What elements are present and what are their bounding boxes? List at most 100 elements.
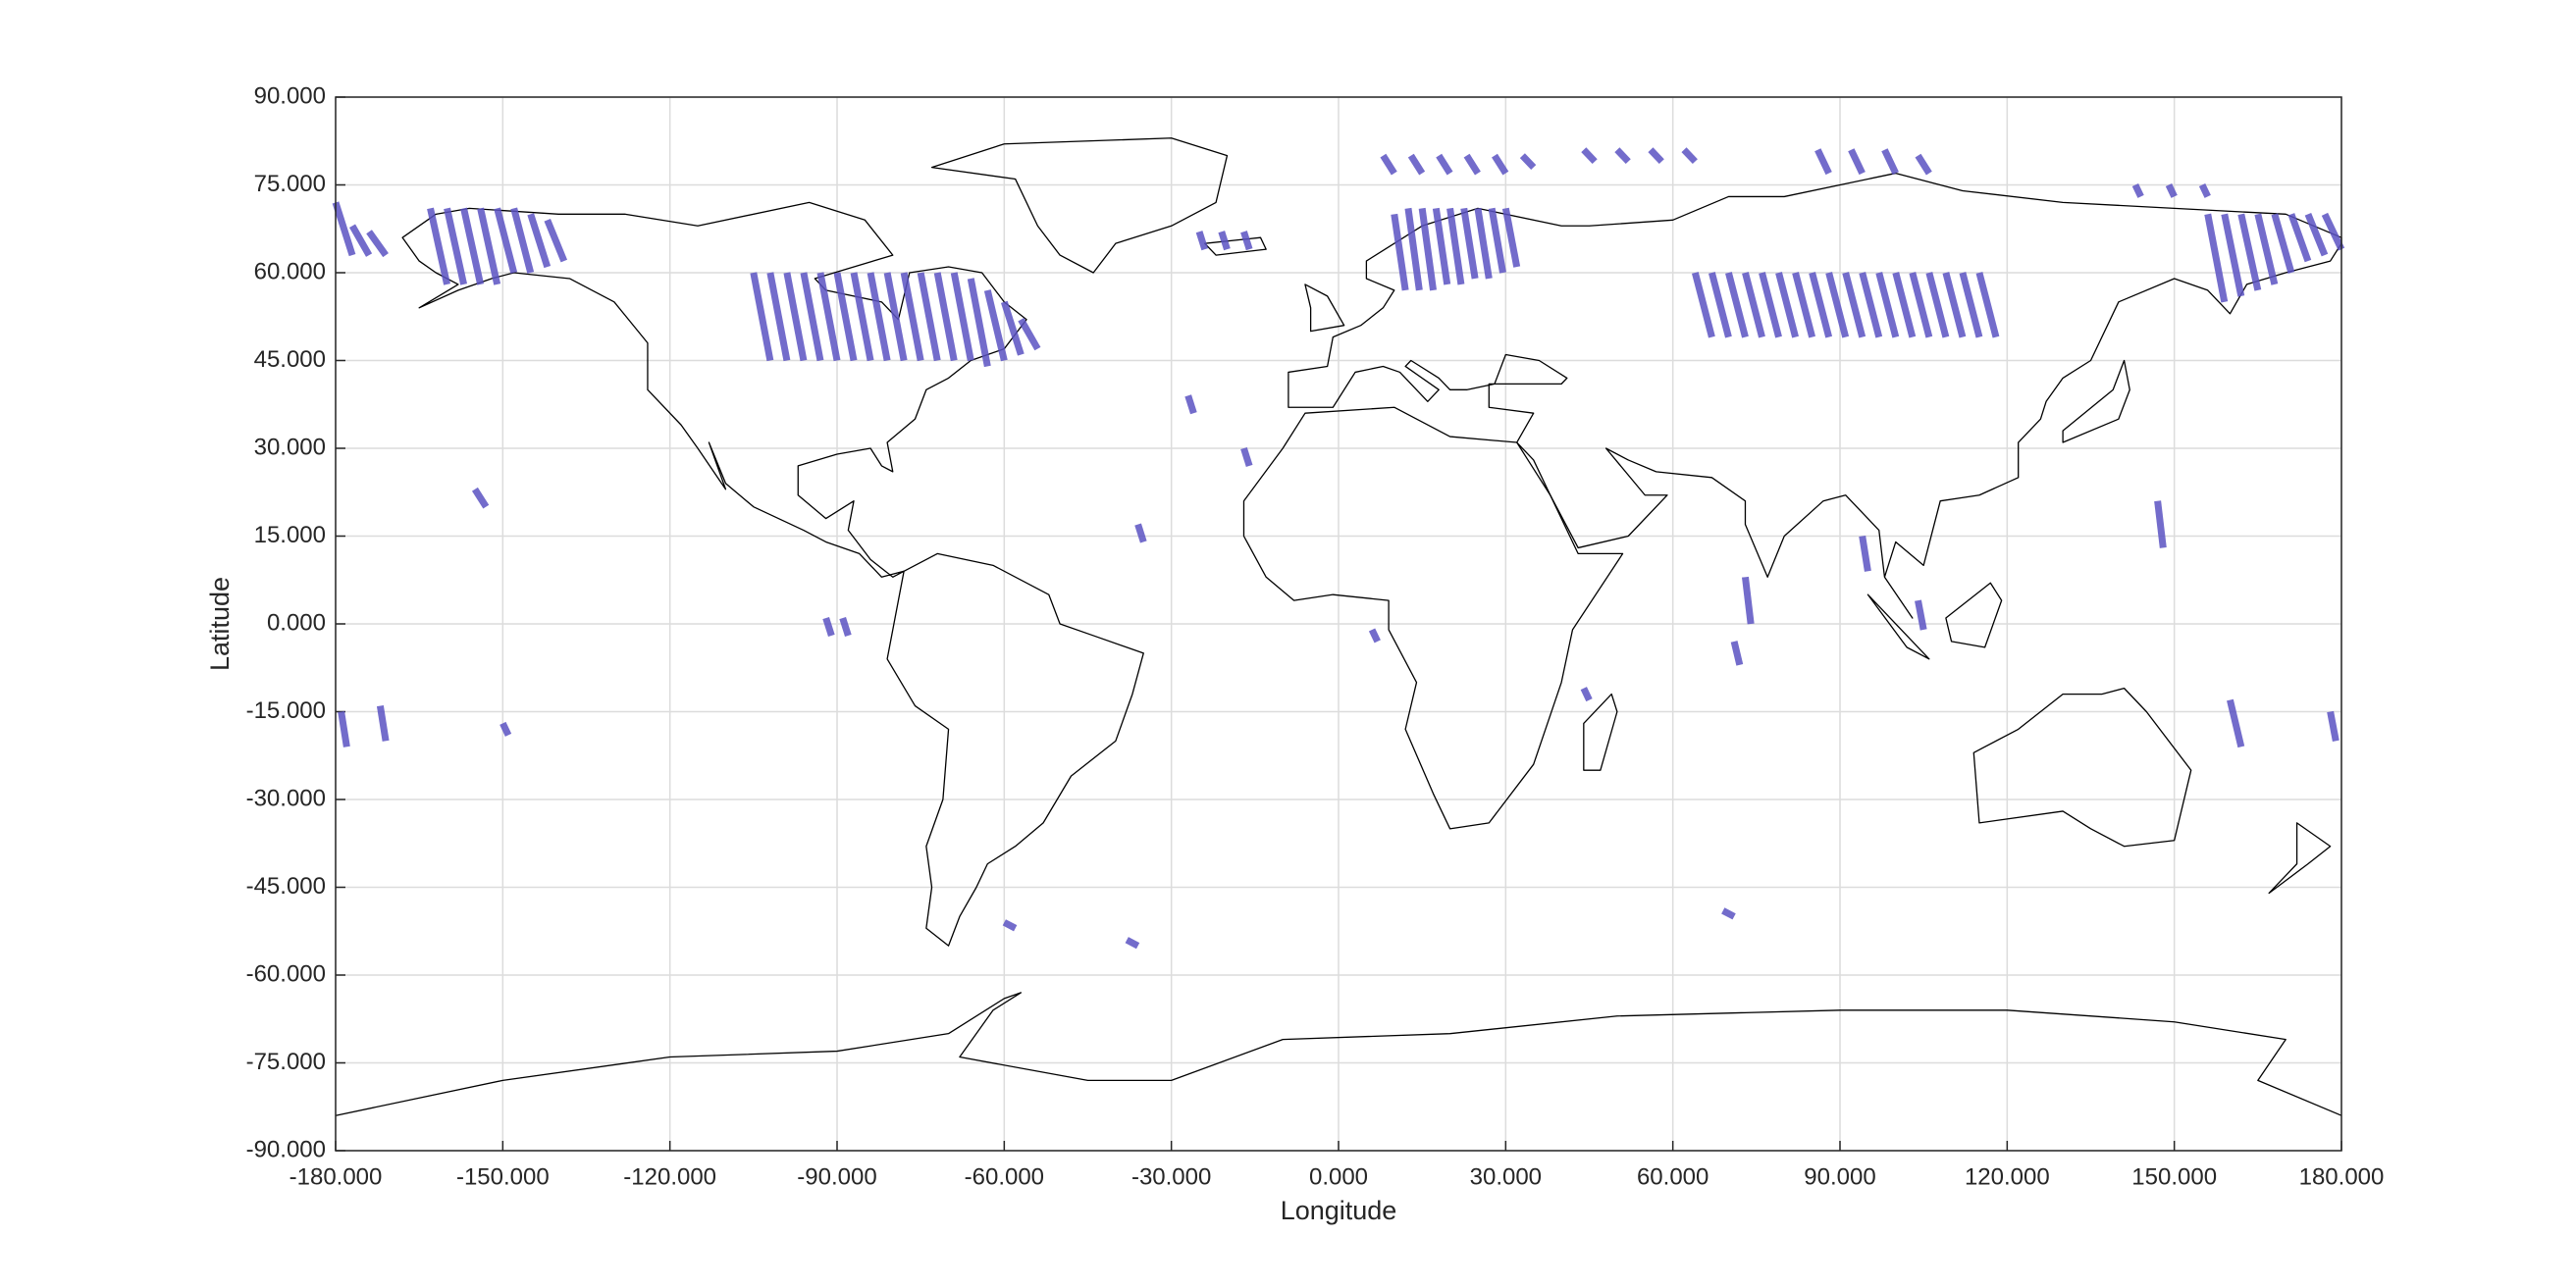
swath [1925,272,1950,338]
y-tick-label: 30.000 [254,434,326,460]
swath [2131,182,2144,198]
swath [1848,148,1866,176]
swath [883,272,908,362]
swath [1742,576,1755,625]
swath [850,272,874,362]
swath [2227,698,2245,748]
swath [1881,148,1899,176]
swath [1218,231,1231,251]
swath [1759,272,1782,338]
swath [750,272,774,362]
coastline [932,138,1228,273]
swath [1581,147,1598,165]
swath [1814,148,1832,176]
swath [2271,213,2295,274]
x-tick-label: 90.000 [1804,1163,1875,1190]
swath [2287,213,2312,263]
swath [544,218,568,263]
swath [800,272,824,362]
swath [1580,687,1593,702]
swath [376,704,390,742]
swath [1000,300,1025,356]
x-tick-label: -60.000 [965,1163,1044,1190]
coastline [1205,237,2331,893]
swaths [332,147,2345,950]
swath [867,272,891,362]
swath [1519,153,1537,171]
swath [477,207,501,285]
swath [2221,213,2245,297]
swath [1742,272,1765,338]
swath [1842,272,1866,338]
coastline [1243,407,1622,829]
swath [1775,272,1799,338]
swath [1809,272,1833,338]
swath [2321,212,2345,251]
swath [1709,272,1732,338]
swath [2304,213,2329,257]
coastline [1288,174,2341,618]
y-tick-label: -30.000 [246,785,326,811]
swath [1915,153,1932,176]
swath [1002,919,1018,932]
swath [983,289,1008,362]
swath [1909,272,1933,338]
y-tick-label: -45.000 [246,873,326,900]
swath [1368,628,1381,644]
swath [1859,272,1883,338]
swath [933,272,958,362]
swath [967,278,991,368]
swath [1460,207,1479,280]
swath [1492,153,1509,176]
x-tick-label: -180.000 [289,1163,383,1190]
swath [950,272,974,362]
y-tick-label: 0.000 [267,609,326,636]
swath [1436,153,1453,176]
swath [783,272,808,362]
swath [1942,272,1967,338]
swath [494,207,518,274]
x-tick-label: 150.000 [2131,1163,2217,1190]
swath [1721,907,1736,920]
swath [2254,213,2279,285]
y-tick-label: 75.000 [254,171,326,197]
coastline [336,993,2341,1115]
swath [1240,446,1253,467]
swath [1463,153,1481,176]
swath [1792,272,1815,338]
swath [427,207,450,285]
swath [332,201,356,257]
y-tick-label: 45.000 [254,346,326,373]
swath [1432,207,1451,285]
swath [766,272,791,362]
swath [499,721,512,737]
x-tick-label: -30.000 [1131,1163,1211,1190]
swath [2165,182,2178,198]
swath [1501,207,1521,268]
swath [460,207,485,285]
y-tick-label: -60.000 [246,960,326,987]
swath [839,616,852,637]
swath [471,487,490,509]
swath [2237,213,2262,291]
swath [1380,153,1397,176]
y-tick-label: 60.000 [254,258,326,284]
swath [444,207,468,285]
swath [917,272,941,362]
swath [1681,147,1698,165]
swath [366,230,389,258]
x-tick-label: -150.000 [456,1163,550,1190]
swath [1446,207,1465,285]
swath [1975,272,2000,338]
swath [1648,147,1664,165]
swath [1240,231,1253,251]
x-tick-label: 60.000 [1637,1163,1709,1190]
x-tick-label: 30.000 [1470,1163,1542,1190]
swath [816,272,841,362]
swath [1391,213,1409,291]
swath [1474,207,1493,280]
swath [510,207,535,274]
swath [1959,272,1983,338]
